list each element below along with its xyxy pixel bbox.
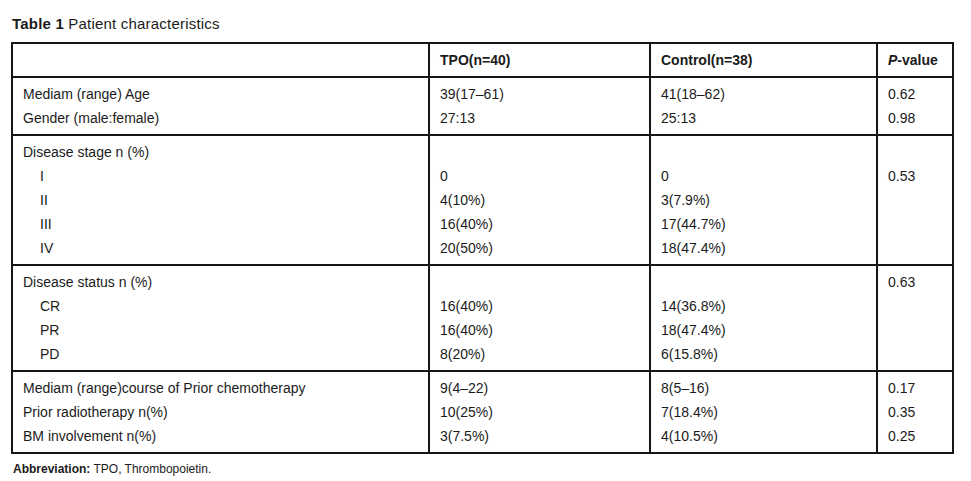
row-label-cell: IV <box>12 236 429 265</box>
table-section: Disease status n (%)0.63CR16(40%)14(36.8… <box>12 265 953 371</box>
table-row: Gender (male:female)27:1325:130.98 <box>12 106 953 135</box>
tpo-value-cell <box>429 265 650 294</box>
p-value-cell: 0.62 <box>877 77 953 106</box>
table-header: TPO(n=40) Control(n=38) P-value <box>12 43 953 77</box>
table-title: Table 1 Patient characteristics <box>12 15 961 33</box>
control-value-cell: 8(5–16) <box>650 371 877 400</box>
tpo-value-cell: 39(17–61) <box>429 77 650 106</box>
tpo-value-cell: 16(40%) <box>429 294 650 318</box>
control-value-cell: 7(18.4%) <box>650 400 877 424</box>
table-row: Prior radiotherapy n(%)10(25%)7(18.4%)0.… <box>12 400 953 424</box>
patient-characteristics-table: TPO(n=40) Control(n=38) P-value Mediam (… <box>11 42 954 454</box>
row-label-cell: Gender (male:female) <box>12 106 429 135</box>
control-value-cell: 41(18–62) <box>650 77 877 106</box>
table-row: II4(10%)3(7.9%) <box>12 188 953 212</box>
tpo-value-cell <box>429 135 650 164</box>
p-value-cell: 0.35 <box>877 400 953 424</box>
row-label-cell: Mediam (range)course of Prior chemothera… <box>12 371 429 400</box>
row-label-cell: Mediam (range) Age <box>12 77 429 106</box>
tpo-value-cell: 10(25%) <box>429 400 650 424</box>
row-label-cell: CR <box>12 294 429 318</box>
control-value-cell: 4(10.5%) <box>650 424 877 453</box>
header-pvalue-cell: P-value <box>877 43 953 77</box>
tpo-value-cell: 0 <box>429 164 650 188</box>
row-label-cell: Prior radiotherapy n(%) <box>12 400 429 424</box>
p-value-cell: 0.25 <box>877 424 953 453</box>
tpo-value-cell: 20(50%) <box>429 236 650 265</box>
tpo-value-cell: 3(7.5%) <box>429 424 650 453</box>
table-row: BM involvement n(%)3(7.5%)4(10.5%)0.25 <box>12 424 953 453</box>
page: Table 1 Patient characteristics TPO(n=40… <box>0 0 971 477</box>
table-row: CR16(40%)14(36.8%) <box>12 294 953 318</box>
row-label-cell: PD <box>12 342 429 371</box>
row-label-cell: Disease status n (%) <box>12 265 429 294</box>
table-section: Disease stage n (%)I000.53II4(10%)3(7.9%… <box>12 135 953 265</box>
control-value-cell: 6(15.8%) <box>650 342 877 371</box>
tpo-value-cell: 9(4–22) <box>429 371 650 400</box>
table-row: I000.53 <box>12 164 953 188</box>
header-control-cell: Control(n=38) <box>650 43 877 77</box>
table-section: Mediam (range)course of Prior chemothera… <box>12 371 953 453</box>
p-value-cell <box>877 212 953 236</box>
p-value-cell: 0.53 <box>877 164 953 188</box>
control-value-cell: 14(36.8%) <box>650 294 877 318</box>
p-value-cell <box>877 236 953 265</box>
p-value-cell: 0.17 <box>877 371 953 400</box>
control-value-cell: 17(44.7%) <box>650 212 877 236</box>
tpo-value-cell: 8(20%) <box>429 342 650 371</box>
table-row: PR16(40%)18(47.4%) <box>12 318 953 342</box>
row-label-cell: II <box>12 188 429 212</box>
row-label-cell: BM involvement n(%) <box>12 424 429 453</box>
p-value-cell <box>877 135 953 164</box>
tpo-value-cell: 16(40%) <box>429 318 650 342</box>
table-title-text: Patient characteristics <box>64 15 220 32</box>
p-value-cell <box>877 318 953 342</box>
tpo-value-cell: 27:13 <box>429 106 650 135</box>
p-value-cell <box>877 342 953 371</box>
row-label-cell: I <box>12 164 429 188</box>
control-value-cell <box>650 135 877 164</box>
tpo-value-cell: 4(10%) <box>429 188 650 212</box>
header-tpo-cell: TPO(n=40) <box>429 43 650 77</box>
pvalue-header-italic-p: P <box>888 52 897 68</box>
table-section: Mediam (range) Age39(17–61)41(18–62)0.62… <box>12 77 953 135</box>
footnote-text: TPO, Thrombopoietin. <box>90 462 211 476</box>
control-value-cell: 0 <box>650 164 877 188</box>
tpo-value-cell: 16(40%) <box>429 212 650 236</box>
table-row: Mediam (range)course of Prior chemothera… <box>12 371 953 400</box>
p-value-cell <box>877 294 953 318</box>
p-value-cell: 0.98 <box>877 106 953 135</box>
table-row: Mediam (range) Age39(17–61)41(18–62)0.62 <box>12 77 953 106</box>
pvalue-header-rest: -value <box>897 52 937 68</box>
control-value-cell: 18(47.4%) <box>650 236 877 265</box>
header-row: TPO(n=40) Control(n=38) P-value <box>12 43 953 77</box>
control-value-cell: 3(7.9%) <box>650 188 877 212</box>
table-row: Disease status n (%) 0.63 <box>12 265 953 294</box>
row-label-cell: III <box>12 212 429 236</box>
p-value-cell <box>877 188 953 212</box>
control-value-cell <box>650 265 877 294</box>
table-title-number: Table 1 <box>12 15 64 32</box>
table-row: IV20(50%)18(47.4%) <box>12 236 953 265</box>
control-value-cell: 25:13 <box>650 106 877 135</box>
table-row: III16(40%)17(44.7%) <box>12 212 953 236</box>
p-value-cell: 0.63 <box>877 265 953 294</box>
footnote-label: Abbreviation: <box>13 462 90 476</box>
table-row: Disease stage n (%) <box>12 135 953 164</box>
row-label-cell: PR <box>12 318 429 342</box>
table-row: PD8(20%)6(15.8%) <box>12 342 953 371</box>
header-stub-cell <box>12 43 429 77</box>
control-value-cell: 18(47.4%) <box>650 318 877 342</box>
abbreviation-footnote: Abbreviation: TPO, Thrombopoietin. <box>13 462 961 477</box>
row-label-cell: Disease stage n (%) <box>12 135 429 164</box>
